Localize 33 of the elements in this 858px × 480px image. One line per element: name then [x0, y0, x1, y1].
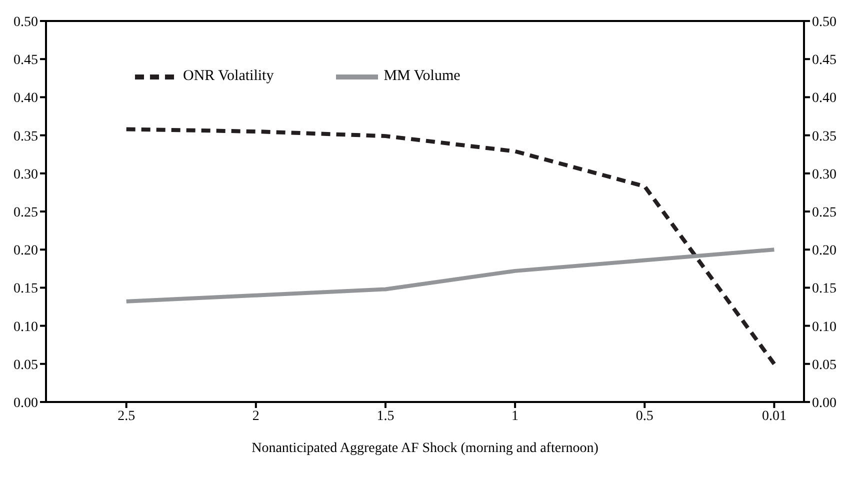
y2-tick-label: 0.10: [812, 320, 836, 335]
y-tick-label: 0.30: [14, 167, 38, 182]
y-tick-label: 0.10: [14, 320, 38, 335]
y2-tick-label: 0.00: [812, 396, 836, 411]
x-axis-title: Nonanticipated Aggregate AF Shock (morning and afternoon): [252, 441, 599, 456]
x-tick-label: 0.01: [762, 408, 786, 424]
x-tick-label: 1: [512, 408, 519, 424]
y-tick-label: 0.25: [14, 205, 38, 220]
y-tick-label: 0.45: [14, 53, 38, 68]
y2-tick-label: 0.25: [812, 205, 836, 220]
x-tick-label: 1.5: [376, 408, 394, 424]
y-tick-label: 0.35: [14, 129, 38, 144]
legend-label: MM Volume: [384, 68, 460, 85]
y2-tick-label: 0.15: [812, 282, 836, 297]
y2-tick-label: 0.35: [812, 129, 836, 144]
y2-tick-label: 0.45: [812, 53, 836, 68]
x-tick-label: 0.5: [636, 408, 654, 424]
y-tick-label: 0.50: [14, 14, 38, 30]
y2-tick-label: 0.20: [812, 244, 836, 259]
x-tick-label: 2.5: [118, 408, 136, 424]
y-tick-label: 0.15: [14, 282, 38, 297]
y-tick-label: 0.20: [14, 244, 38, 259]
x-tick-label: 2: [252, 408, 260, 424]
y2-tick-label: 0.05: [812, 358, 836, 373]
y-tick-label: 0.00: [14, 396, 38, 411]
line-series: [124, 248, 776, 304]
y-tick-label: 0.40: [14, 91, 38, 106]
y2-tick-label: 0.50: [812, 14, 836, 30]
y2-tick-label: 0.30: [812, 167, 836, 182]
line-series: [124, 127, 776, 366]
y-tick-label: 0.05: [14, 358, 38, 373]
legend-label: ONR Volatility: [183, 68, 274, 85]
y2-tick-label: 0.40: [812, 91, 836, 106]
